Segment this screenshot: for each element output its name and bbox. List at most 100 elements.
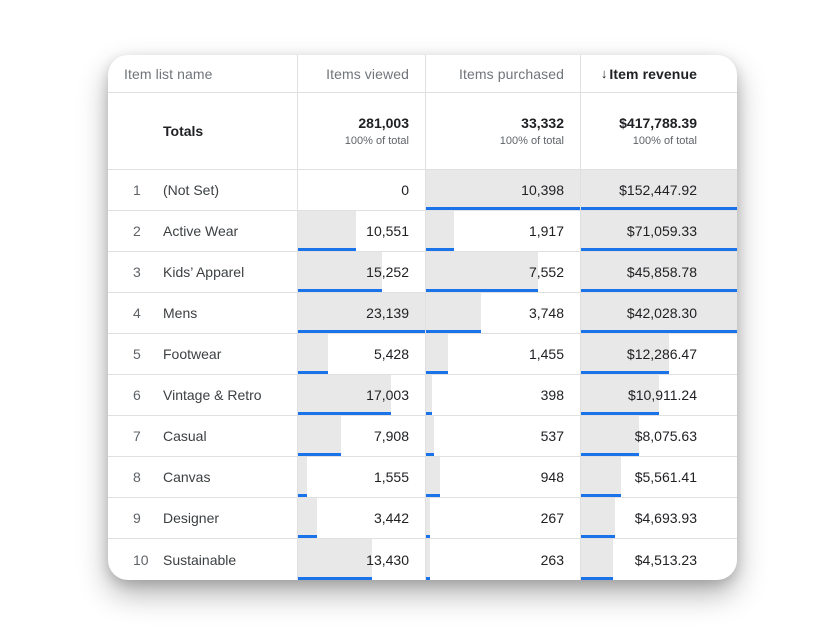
value-underline-bar (298, 577, 372, 580)
row-name: Designer (163, 510, 220, 526)
item-revenue-cell: $10,911.24 (580, 375, 737, 415)
value-underline-bar (581, 207, 737, 210)
items-purchased-cell: 7,552 (425, 252, 580, 292)
value-underline-bar (298, 412, 392, 415)
table-row: 5 Footwear 5,428 1,455 $12,286.47 (108, 334, 737, 375)
items-viewed-value: 0 (401, 182, 409, 198)
items-viewed-cell: 10,551 (297, 211, 425, 251)
value-bar (298, 539, 372, 580)
row-name: Active Wear (163, 223, 239, 239)
value-underline-bar (581, 371, 670, 374)
items-purchased-cell: 1,455 (425, 334, 580, 374)
column-header-items-viewed[interactable]: Items viewed (297, 55, 425, 92)
item-revenue-value: $4,513.23 (634, 551, 697, 568)
items-purchased-cell: 398 (425, 375, 580, 415)
item-revenue-value: $10,911.24 (627, 387, 697, 403)
value-bar (581, 252, 737, 292)
value-underline-bar (298, 289, 382, 292)
items-purchased-cell: 267 (425, 498, 580, 538)
value-bar (581, 170, 737, 210)
value-underline-bar (581, 248, 737, 251)
value-underline-bar (426, 371, 448, 374)
column-header-item-revenue[interactable]: ↓ Item revenue (580, 55, 737, 92)
item-revenue-cell: $4,693.93 (580, 498, 737, 538)
item-revenue-value: $42,028.30 (626, 305, 697, 321)
table-row: 8 Canvas 1,555 948 $5,561.41 (108, 457, 737, 498)
item-name-cell: 4 Mens (108, 293, 297, 333)
item-name-cell: 1 (Not Set) (108, 170, 297, 210)
items-viewed-value: 23,139 (366, 305, 409, 321)
row-name: Casual (163, 428, 207, 444)
value-underline-bar (298, 248, 356, 251)
table-row: 7 Casual 7,908 537 $8,075.63 (108, 416, 737, 457)
items-viewed-value: 15,252 (366, 264, 409, 280)
value-bar (426, 498, 430, 538)
row-rank: 7 (133, 428, 141, 444)
row-rank: 6 (133, 387, 141, 403)
row-name: Sustainable (163, 551, 237, 568)
value-bar (426, 375, 432, 415)
totals-items-purchased-cell: 33,332 100% of total (425, 93, 580, 169)
value-underline-bar (298, 535, 317, 538)
items-viewed-value: 5,428 (373, 346, 409, 362)
value-bar (581, 375, 660, 415)
value-bar (298, 252, 382, 292)
items-viewed-value: 13,430 (366, 551, 409, 568)
totals-item-revenue-cell: $417,788.39 100% of total (580, 93, 737, 169)
item-revenue-value: $4,693.93 (634, 510, 697, 526)
item-name-cell: 5 Footwear (108, 334, 297, 374)
items-purchased-value: 7,552 (528, 264, 564, 280)
items-purchased-cell: 948 (425, 457, 580, 497)
totals-items-purchased-value: 33,332 (521, 115, 564, 131)
items-purchased-cell: 3,748 (425, 293, 580, 333)
items-viewed-value: 3,442 (373, 510, 409, 526)
items-purchased-value: 10,398 (521, 182, 564, 198)
row-rank: 5 (133, 346, 141, 362)
value-bar (426, 211, 455, 251)
items-purchased-value: 537 (540, 428, 564, 444)
row-name: (Not Set) (163, 182, 220, 198)
items-purchased-cell: 263 (425, 539, 580, 580)
item-revenue-cell: $4,513.23 (580, 539, 737, 580)
items-purchased-cell: 10,398 (425, 170, 580, 210)
items-viewed-cell: 13,430 (297, 539, 425, 580)
items-viewed-cell: 0 (297, 170, 425, 210)
value-bar (426, 170, 580, 210)
row-rank: 9 (133, 510, 141, 526)
value-bar (298, 293, 425, 333)
row-name: Vintage & Retro (163, 387, 262, 403)
value-underline-bar (581, 494, 621, 497)
row-rank: 3 (133, 264, 141, 280)
totals-label-cell: Totals (108, 93, 297, 169)
items-viewed-value: 7,908 (373, 428, 409, 444)
totals-items-viewed-subtext: 100% of total (344, 135, 409, 147)
value-underline-bar (298, 371, 328, 374)
row-name: Footwear (163, 346, 222, 362)
report-table-card: Item list name Items viewed Items purcha… (108, 55, 737, 580)
value-bar (298, 416, 342, 456)
value-bar (298, 375, 392, 415)
totals-row: Totals 281,003 100% of total 33,332 100%… (108, 93, 737, 170)
item-revenue-cell: $42,028.30 (580, 293, 737, 333)
table-row: 3 Kids’ Apparel 15,252 7,552 $45,858.78 (108, 252, 737, 293)
header-row: Item list name Items viewed Items purcha… (108, 55, 737, 93)
value-bar (581, 293, 737, 333)
value-bar (298, 457, 307, 497)
items-viewed-cell: 15,252 (297, 252, 425, 292)
totals-item-revenue-value: $417,788.39 (619, 115, 697, 131)
column-header-items-purchased[interactable]: Items purchased (425, 55, 580, 92)
items-purchased-value: 398 (540, 387, 564, 403)
value-bar (298, 334, 328, 374)
value-underline-bar (426, 248, 455, 251)
value-bar (581, 539, 614, 580)
row-rank: 1 (133, 182, 141, 198)
row-rank: 10 (133, 551, 149, 568)
table-row: 1 (Not Set) 0 10,398 $152,447.92 (108, 170, 737, 211)
item-revenue-cell: $5,561.41 (580, 457, 737, 497)
value-underline-bar (426, 330, 482, 333)
column-header-item-list-name[interactable]: Item list name (108, 55, 297, 92)
item-name-cell: 6 Vintage & Retro (108, 375, 297, 415)
item-revenue-value: $71,059.33 (626, 223, 697, 239)
item-name-cell: 8 Canvas (108, 457, 297, 497)
items-viewed-cell: 7,908 (297, 416, 425, 456)
